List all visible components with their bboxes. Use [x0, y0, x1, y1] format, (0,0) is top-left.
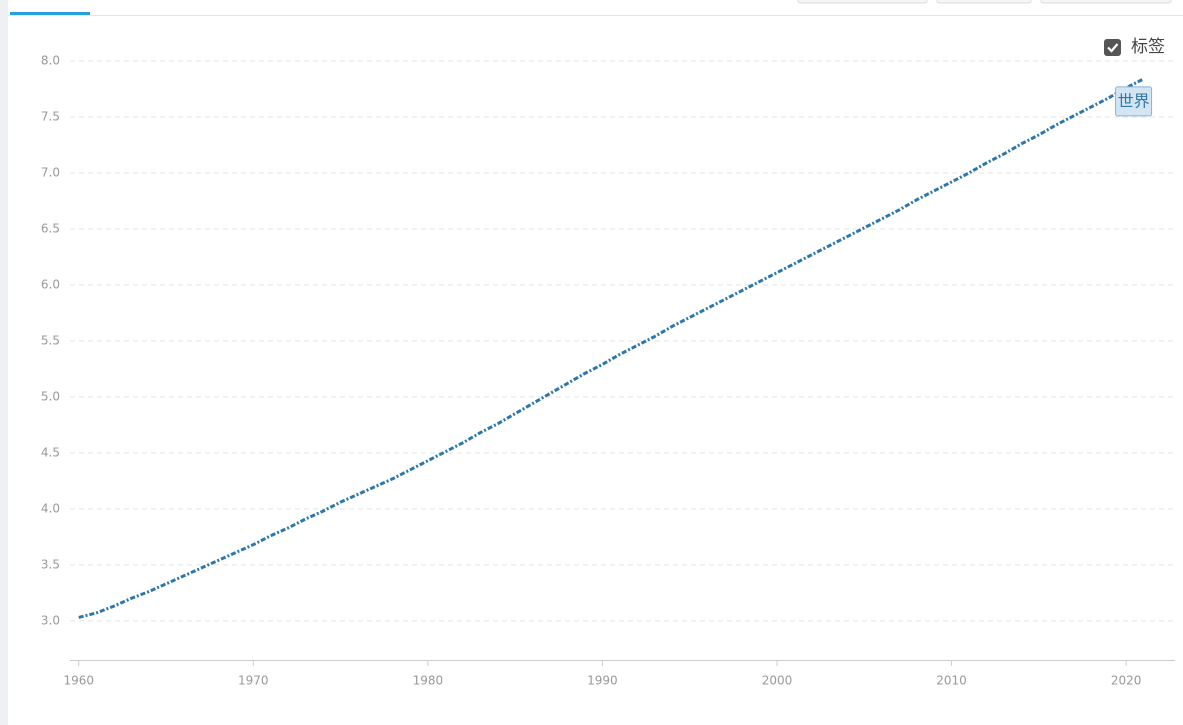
x-tick-label: 1970 — [238, 674, 269, 688]
toolbar-button[interactable] — [1040, 0, 1172, 4]
label-toggle[interactable]: 标签 — [1104, 37, 1165, 57]
x-tick-label: 1980 — [413, 674, 444, 688]
active-tab[interactable] — [10, 12, 90, 15]
y-tick-label: 6.0 — [41, 277, 60, 291]
x-tick-label: 2000 — [762, 674, 793, 688]
series-line — [78, 77, 1145, 619]
toggle-label: 标签 — [1131, 37, 1165, 57]
x-tick-label: 2010 — [936, 674, 967, 688]
toolbar-button[interactable] — [936, 0, 1032, 4]
y-tick-label: 3.5 — [41, 557, 60, 571]
y-tick-label: 4.0 — [41, 501, 60, 515]
series-label: 世界 — [1118, 91, 1150, 110]
label-box — [1115, 86, 1153, 117]
y-tick-label: 7.0 — [41, 165, 60, 179]
toolbar-button[interactable] — [797, 0, 928, 4]
y-tick-label: 5.0 — [41, 389, 60, 403]
side-strip — [0, 0, 8, 725]
y-tick-label: 4.5 — [41, 445, 60, 459]
x-tick-label: 1990 — [587, 674, 618, 688]
y-tick-label: 6.5 — [41, 221, 60, 235]
y-tick-label: 7.5 — [41, 109, 60, 123]
series-end-label: 世界 — [1115, 86, 1153, 117]
y-tick-label: 5.5 — [41, 333, 60, 347]
checkbox[interactable] — [1104, 39, 1121, 56]
check-mark — [1107, 43, 1119, 53]
x-tick-label: 2020 — [1111, 674, 1142, 688]
x-tick-label: 1960 — [63, 674, 94, 688]
y-tick-label: 8.0 — [41, 54, 60, 68]
y-tick-label: 3.0 — [41, 613, 60, 627]
